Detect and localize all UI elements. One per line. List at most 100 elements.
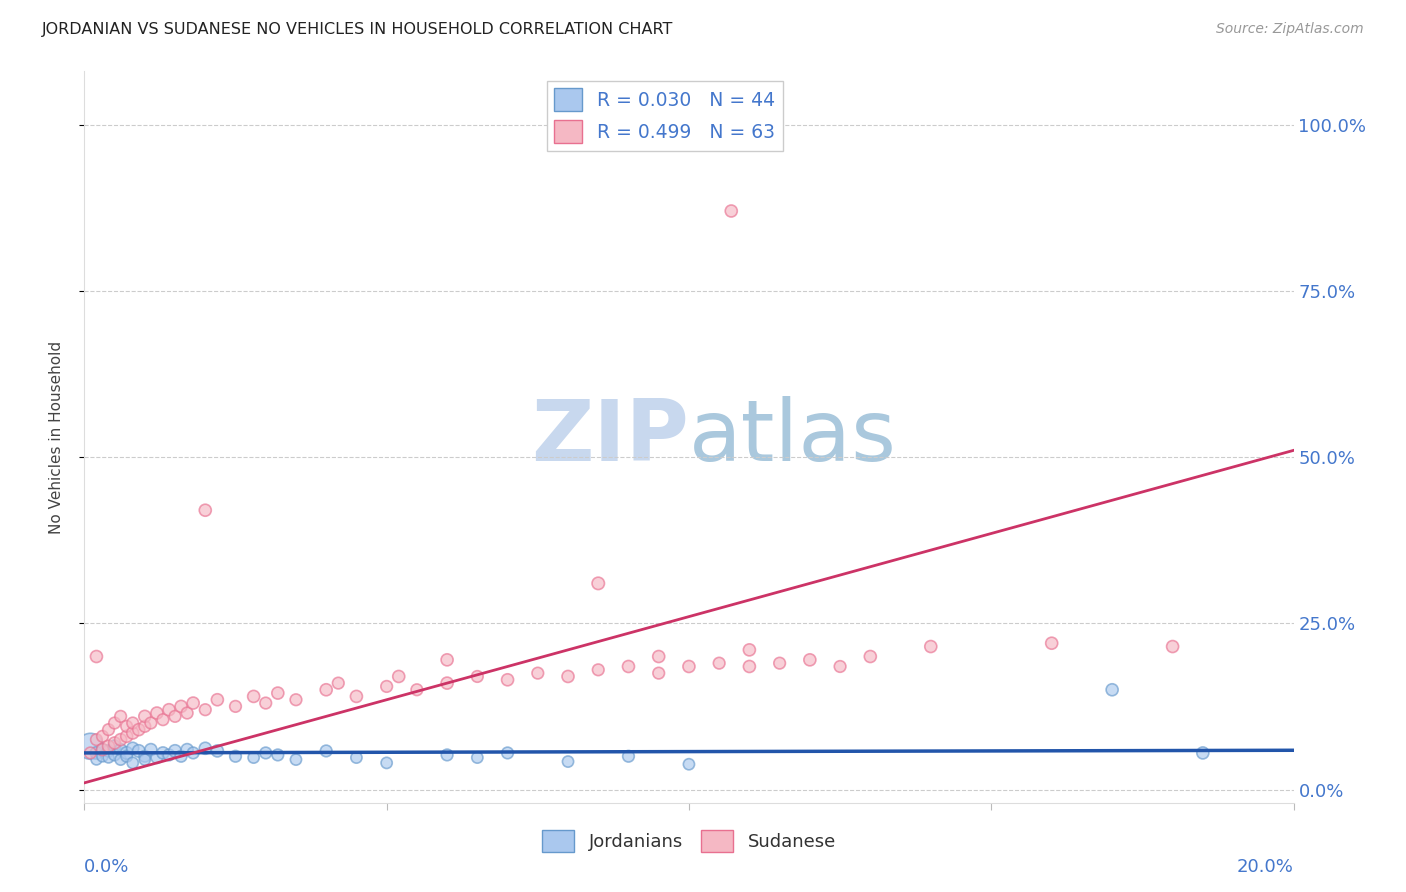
Point xyxy=(91,742,114,756)
Point xyxy=(121,741,143,756)
Point xyxy=(86,649,108,664)
Point xyxy=(97,739,120,754)
Point xyxy=(104,736,127,750)
Point xyxy=(242,690,264,704)
Point xyxy=(157,703,180,717)
Point xyxy=(86,746,108,760)
Point xyxy=(467,750,489,764)
Point xyxy=(527,666,550,681)
Point xyxy=(769,656,792,670)
Point xyxy=(139,716,162,731)
Point xyxy=(134,749,156,764)
Legend: Jordanians, Sudanese: Jordanians, Sudanese xyxy=(534,823,844,860)
Point xyxy=(315,744,337,758)
Point xyxy=(1101,682,1123,697)
Point xyxy=(110,742,132,756)
Point xyxy=(709,656,731,670)
Point xyxy=(170,749,193,764)
Point xyxy=(617,659,640,673)
Point xyxy=(375,680,398,694)
Point xyxy=(134,709,156,723)
Point xyxy=(285,753,308,767)
Point xyxy=(91,742,114,756)
Point xyxy=(97,750,120,764)
Text: atlas: atlas xyxy=(689,395,897,479)
Point xyxy=(738,643,761,657)
Point xyxy=(134,719,156,733)
Point xyxy=(375,756,398,770)
Point xyxy=(738,659,761,673)
Point xyxy=(648,666,671,681)
Point xyxy=(315,682,337,697)
Point xyxy=(436,747,458,762)
Point xyxy=(799,653,821,667)
Point xyxy=(91,749,114,764)
Point xyxy=(97,744,120,758)
Point xyxy=(225,749,247,764)
Point xyxy=(285,692,308,706)
Point xyxy=(648,649,671,664)
Point xyxy=(267,747,290,762)
Point xyxy=(170,699,193,714)
Point xyxy=(91,729,114,743)
Point xyxy=(406,682,429,697)
Point xyxy=(254,746,277,760)
Point xyxy=(557,669,579,683)
Point xyxy=(152,746,174,760)
Point xyxy=(496,746,519,760)
Point xyxy=(1192,746,1215,760)
Point xyxy=(176,706,198,720)
Text: 20.0%: 20.0% xyxy=(1237,858,1294,876)
Text: 0.0%: 0.0% xyxy=(84,858,129,876)
Point xyxy=(104,716,127,731)
Point xyxy=(194,703,217,717)
Point xyxy=(79,739,101,754)
Point xyxy=(176,742,198,756)
Point xyxy=(115,749,138,764)
Point xyxy=(207,744,229,758)
Point xyxy=(225,699,247,714)
Y-axis label: No Vehicles in Household: No Vehicles in Household xyxy=(49,341,63,533)
Point xyxy=(207,692,229,706)
Point xyxy=(139,742,162,756)
Point xyxy=(115,746,138,760)
Point xyxy=(588,663,610,677)
Point xyxy=(86,732,108,747)
Point xyxy=(194,503,217,517)
Point xyxy=(115,719,138,733)
Point xyxy=(720,204,742,219)
Point xyxy=(152,713,174,727)
Point xyxy=(121,716,143,731)
Point xyxy=(165,744,187,758)
Point xyxy=(678,757,700,772)
Point xyxy=(254,696,277,710)
Point xyxy=(436,676,458,690)
Point xyxy=(128,723,150,737)
Point xyxy=(86,753,108,767)
Point xyxy=(328,676,350,690)
Point xyxy=(617,749,640,764)
Point xyxy=(242,750,264,764)
Point xyxy=(181,746,204,760)
Point xyxy=(165,709,187,723)
Point xyxy=(388,669,411,683)
Point xyxy=(128,744,150,758)
Point xyxy=(859,649,882,664)
Point xyxy=(194,741,217,756)
Point xyxy=(110,732,132,747)
Point xyxy=(1161,640,1184,654)
Point xyxy=(346,750,368,764)
Point xyxy=(115,729,138,743)
Point xyxy=(181,696,204,710)
Point xyxy=(134,753,156,767)
Point xyxy=(678,659,700,673)
Point xyxy=(346,690,368,704)
Point xyxy=(467,669,489,683)
Point xyxy=(146,706,169,720)
Point xyxy=(104,739,127,754)
Point xyxy=(920,640,942,654)
Point xyxy=(436,653,458,667)
Point xyxy=(557,755,579,769)
Point xyxy=(588,576,610,591)
Text: Source: ZipAtlas.com: Source: ZipAtlas.com xyxy=(1216,22,1364,37)
